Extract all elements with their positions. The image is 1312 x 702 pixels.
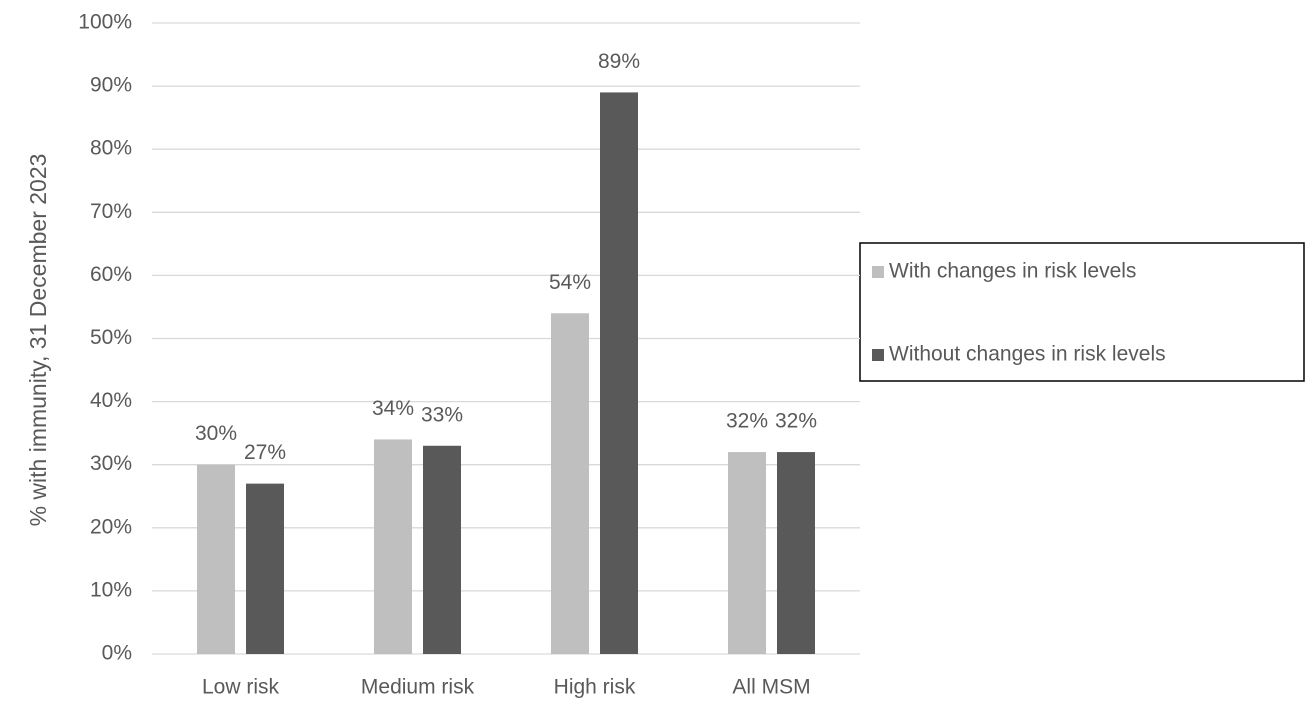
legend-box <box>859 242 1305 382</box>
bar <box>600 92 638 654</box>
bar <box>197 464 235 654</box>
data-label: 34% <box>372 397 414 420</box>
y-tick-label: 100% <box>78 11 132 34</box>
x-tick-label: All MSM <box>732 676 810 699</box>
y-tick-label: 60% <box>90 263 132 286</box>
y-tick-label: 40% <box>90 389 132 412</box>
data-label: 54% <box>549 271 591 294</box>
bar <box>374 439 412 654</box>
y-tick-label: 20% <box>90 515 132 538</box>
x-tick-label: Medium risk <box>361 676 475 699</box>
bar <box>551 313 589 654</box>
y-tick-label: 0% <box>102 642 132 665</box>
y-tick-label: 50% <box>90 326 132 349</box>
y-tick-label: 70% <box>90 200 132 223</box>
y-tick-label: 80% <box>90 137 132 160</box>
bar <box>777 452 815 654</box>
legend-label: With changes in risk levels <box>889 260 1136 283</box>
data-label: 33% <box>421 403 463 426</box>
bar <box>423 445 461 654</box>
data-label: 27% <box>244 441 286 464</box>
legend-label: Without changes in risk levels <box>889 343 1166 366</box>
data-label: 32% <box>775 410 817 433</box>
bar <box>246 483 284 654</box>
y-tick-label: 30% <box>90 452 132 475</box>
y-axis-title: % with immunity, 31 December 2023 <box>25 154 51 527</box>
bar <box>728 452 766 654</box>
x-tick-label: Low risk <box>202 676 280 699</box>
legend-swatch <box>872 266 884 278</box>
data-label: 89% <box>598 50 640 73</box>
x-tick-label: High risk <box>554 676 636 699</box>
y-tick-label: 90% <box>90 74 132 97</box>
y-tick-label: 10% <box>90 578 132 601</box>
legend-swatch <box>872 349 884 361</box>
data-label: 32% <box>726 410 768 433</box>
data-label: 30% <box>195 422 237 445</box>
